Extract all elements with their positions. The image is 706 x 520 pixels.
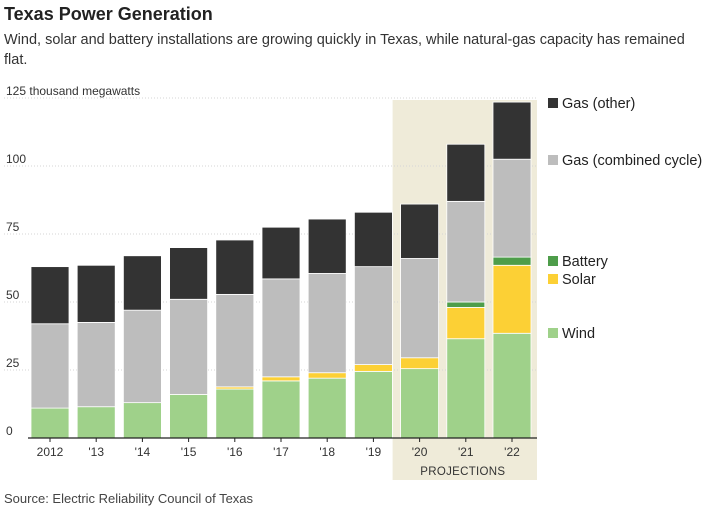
bar-segment bbox=[400, 368, 440, 439]
bar-segment bbox=[492, 101, 532, 160]
bar-segment bbox=[123, 309, 162, 404]
bar-segment bbox=[215, 239, 255, 295]
x-tick-label: '18 bbox=[319, 445, 335, 459]
bar-segment bbox=[76, 321, 116, 408]
legend-swatch bbox=[548, 98, 558, 108]
y-axis-unit-label: 125 thousand megawatts bbox=[6, 84, 140, 98]
bar-segment bbox=[400, 258, 440, 359]
bar-segment bbox=[215, 293, 255, 388]
bar-segment bbox=[307, 377, 347, 439]
bar-segment bbox=[492, 332, 532, 439]
x-tick-label: '19 bbox=[366, 445, 382, 459]
y-tick-label: 25 bbox=[6, 356, 20, 370]
x-tick-label: '13 bbox=[88, 445, 104, 459]
bar-segment bbox=[307, 273, 347, 374]
x-tick-label: '21 bbox=[458, 445, 474, 459]
bar-segment bbox=[30, 266, 70, 325]
legend-swatch bbox=[548, 155, 558, 165]
y-tick-label: 100 bbox=[6, 152, 26, 166]
legend-swatch bbox=[548, 328, 558, 338]
y-tick-label: 0 bbox=[6, 424, 13, 438]
bar-segment bbox=[76, 264, 116, 323]
bar-segment bbox=[307, 218, 347, 274]
bar-segment bbox=[400, 357, 440, 370]
y-tick-label: 75 bbox=[6, 220, 20, 234]
bar-segment bbox=[492, 158, 532, 258]
bar-segment bbox=[307, 372, 347, 379]
legend-swatch bbox=[548, 274, 558, 284]
bar-segment bbox=[30, 407, 70, 439]
bar-segment bbox=[353, 266, 393, 365]
x-tick-label: 2012 bbox=[37, 445, 64, 459]
projections-label: PROJECTIONS bbox=[420, 466, 505, 478]
bar-segment bbox=[446, 143, 486, 202]
legend-label: Gas (other) bbox=[562, 96, 635, 112]
x-tick-label: '16 bbox=[227, 445, 243, 459]
source-note: Source: Electric Reliability Council of … bbox=[4, 491, 254, 506]
x-tick-label: '22 bbox=[504, 445, 520, 459]
y-tick-label: 50 bbox=[6, 288, 20, 302]
legend-label: Wind bbox=[562, 326, 595, 342]
bar-segment bbox=[123, 402, 162, 439]
bar-segment bbox=[261, 278, 301, 378]
legend-label: Gas (combined cycle) bbox=[562, 153, 702, 169]
bar-segment bbox=[169, 298, 209, 395]
bar-segment bbox=[30, 323, 70, 409]
bar-segment bbox=[446, 301, 486, 308]
bar-segment bbox=[353, 364, 393, 372]
bar-segment bbox=[169, 394, 209, 439]
bar-segment bbox=[446, 307, 486, 340]
bar-segment bbox=[76, 406, 116, 439]
bar-segment bbox=[123, 255, 162, 311]
bar-segment bbox=[353, 211, 393, 268]
bar-segment bbox=[446, 338, 486, 439]
chart-title: Texas Power Generation bbox=[4, 4, 213, 24]
bar-segment bbox=[261, 376, 301, 382]
bar-segment bbox=[261, 380, 301, 439]
chart-subtitle: Wind, solar and battery installations ar… bbox=[4, 32, 685, 68]
x-tick-label: '15 bbox=[181, 445, 197, 459]
bar-segment bbox=[169, 247, 209, 300]
bar-segment bbox=[353, 370, 393, 439]
x-tick-label: '20 bbox=[412, 445, 428, 459]
legend-label: Battery bbox=[562, 254, 609, 270]
bar-segment bbox=[446, 200, 486, 303]
bar-segment bbox=[492, 256, 532, 266]
x-tick-label: '14 bbox=[135, 445, 151, 459]
legend-label: Solar bbox=[562, 272, 596, 288]
bar-segment bbox=[492, 264, 532, 334]
bar-segment bbox=[215, 388, 255, 439]
bar-segment bbox=[261, 226, 301, 280]
x-tick-label: '17 bbox=[273, 445, 289, 459]
bar-segment bbox=[400, 203, 440, 259]
legend-swatch bbox=[548, 256, 558, 266]
